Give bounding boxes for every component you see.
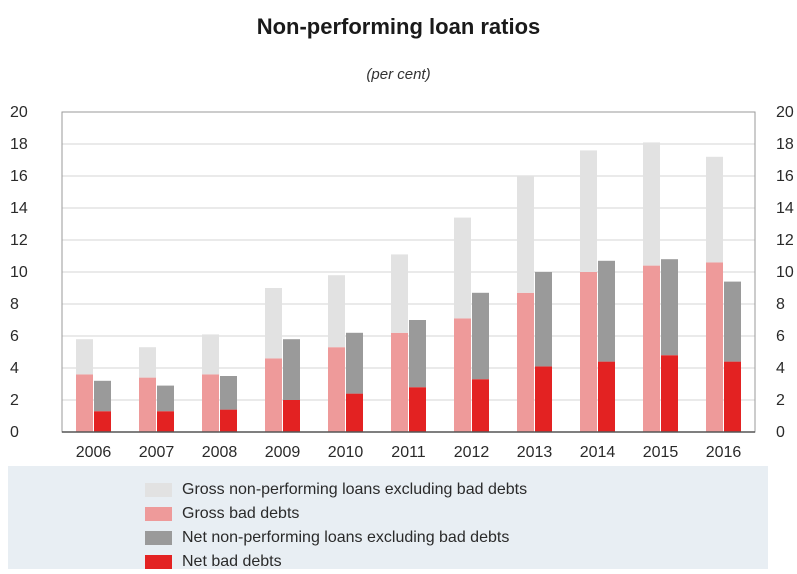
bar-segment bbox=[391, 332, 408, 432]
legend-label: Gross non-performing loans excluding bad… bbox=[182, 481, 528, 498]
bar-segment bbox=[643, 142, 660, 266]
bar-segment bbox=[94, 411, 111, 432]
legend-label: Net non-performing loans excluding bad d… bbox=[182, 529, 510, 546]
bar-segment bbox=[598, 260, 615, 362]
bar-segment bbox=[409, 387, 426, 432]
bar-segment bbox=[517, 176, 534, 293]
bar-segment bbox=[661, 355, 678, 432]
bar-segment bbox=[661, 259, 678, 356]
y-tick-label-left: 6 bbox=[10, 328, 19, 345]
x-tick-label: 2013 bbox=[517, 444, 553, 461]
x-tick-label: 2009 bbox=[265, 444, 301, 461]
bar-segment bbox=[454, 217, 471, 319]
bar-segment bbox=[157, 385, 174, 412]
bar-chart: 0 0 2 2 4 4 6 6 8 8 10 10 12 12 14 14 16 16 18 18 20 20 2006 20… bbox=[10, 104, 794, 461]
legend-item: Gross bad debts bbox=[145, 502, 527, 526]
y-tick-label-right: 6 bbox=[776, 328, 785, 345]
y-tick-label-left: 4 bbox=[10, 360, 19, 377]
bar-segment bbox=[76, 374, 93, 432]
bar-segment bbox=[472, 292, 489, 380]
bar-segment bbox=[346, 332, 363, 394]
bar-segment bbox=[580, 150, 597, 272]
y-tick-label-left: 12 bbox=[10, 232, 28, 249]
y-tick-label-right: 12 bbox=[776, 232, 794, 249]
bar-segment bbox=[409, 320, 426, 388]
bar-segment bbox=[643, 265, 660, 432]
y-tick-label-left: 0 bbox=[10, 424, 19, 441]
y-tick-label-right: 2 bbox=[776, 392, 785, 409]
bar-segment bbox=[283, 400, 300, 432]
y-tick-label-left: 2 bbox=[10, 392, 19, 409]
legend-swatch bbox=[145, 483, 172, 497]
bar-segment bbox=[706, 156, 723, 263]
bar-segment bbox=[328, 347, 345, 432]
x-tick-label: 2015 bbox=[643, 444, 679, 461]
legend-swatch bbox=[145, 507, 172, 521]
legend-item: Gross non-performing loans excluding bad… bbox=[145, 478, 527, 502]
bar-segment bbox=[265, 288, 282, 359]
bar-segment bbox=[265, 358, 282, 432]
bar-segment bbox=[139, 377, 156, 432]
legend-swatch bbox=[145, 531, 172, 545]
bar-segment bbox=[346, 393, 363, 432]
x-tick-label: 2016 bbox=[706, 444, 742, 461]
bar-segment bbox=[391, 254, 408, 333]
bar-segment bbox=[220, 376, 237, 410]
bar-segment bbox=[283, 339, 300, 400]
y-tick-label-right: 4 bbox=[776, 360, 785, 377]
bar-segment bbox=[76, 339, 93, 375]
bar-segment bbox=[535, 272, 552, 367]
y-tick-label-left: 8 bbox=[10, 296, 19, 313]
chart-title: Non-performing loan ratios bbox=[256, 14, 541, 39]
bar-segment bbox=[94, 380, 111, 412]
bar-segment bbox=[454, 318, 471, 432]
x-tick-label: 2012 bbox=[454, 444, 490, 461]
x-tick-label: 2011 bbox=[391, 444, 426, 461]
x-tick-label: 2014 bbox=[580, 444, 616, 461]
legend-item: Net non-performing loans excluding bad d… bbox=[145, 526, 527, 550]
bar-segment bbox=[328, 275, 345, 348]
y-tick-label-left: 10 bbox=[10, 264, 28, 281]
bar-segment bbox=[580, 272, 597, 432]
bar-segment bbox=[706, 262, 723, 432]
bar-segment bbox=[202, 334, 219, 375]
legend-swatch bbox=[145, 555, 172, 569]
bar-segment bbox=[517, 292, 534, 432]
y-tick-label-right: 0 bbox=[776, 424, 785, 441]
y-tick-label-left: 14 bbox=[10, 200, 28, 217]
y-tick-label-left: 16 bbox=[10, 168, 28, 185]
x-tick-label: 2006 bbox=[76, 444, 112, 461]
legend-background bbox=[8, 466, 768, 569]
y-tick-label-left: 18 bbox=[10, 136, 28, 153]
y-tick-label-right: 16 bbox=[776, 168, 794, 185]
y-tick-label-right: 18 bbox=[776, 136, 794, 153]
bar-segment bbox=[202, 374, 219, 432]
bar-segment bbox=[535, 366, 552, 432]
y-tick-label-right: 20 bbox=[776, 104, 794, 121]
x-tick-label: 2007 bbox=[139, 444, 175, 461]
chart-legend: Gross non-performing loans excluding bad… bbox=[145, 478, 527, 574]
bar-segment bbox=[472, 379, 489, 432]
bar-segment bbox=[598, 361, 615, 432]
x-tick-label: 2010 bbox=[328, 444, 364, 461]
legend-label: Net bad debts bbox=[182, 553, 282, 570]
x-tick-label: 2008 bbox=[202, 444, 238, 461]
y-tick-label-right: 10 bbox=[776, 264, 794, 281]
legend-label: Gross bad debts bbox=[182, 505, 300, 522]
legend-item: Net bad debts bbox=[145, 550, 527, 574]
y-tick-label-left: 20 bbox=[10, 104, 28, 121]
bar-segment bbox=[724, 281, 741, 362]
y-tick-label-right: 8 bbox=[776, 296, 785, 313]
y-tick-label-right: 14 bbox=[776, 200, 794, 217]
bar-segment bbox=[220, 409, 237, 432]
chart-subtitle: (per cent) bbox=[366, 66, 431, 83]
bar-segment bbox=[724, 361, 741, 432]
bar-segment bbox=[157, 411, 174, 432]
bar-segment bbox=[139, 347, 156, 378]
